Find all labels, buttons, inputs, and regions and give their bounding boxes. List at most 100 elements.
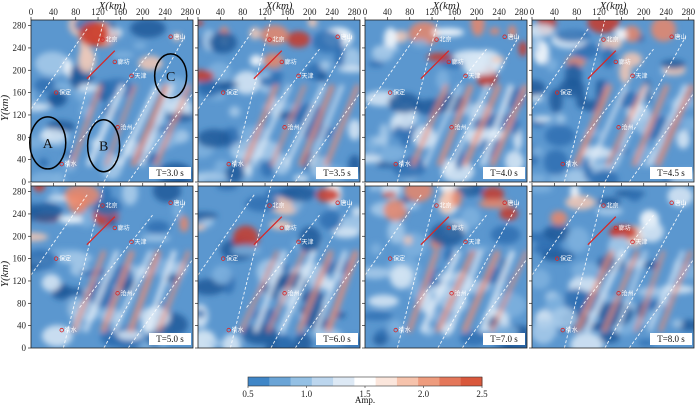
x-tick-label: 160 (114, 7, 128, 17)
city-label: 廊坊 (619, 224, 631, 232)
red-line (587, 50, 617, 80)
fault-line (365, 193, 423, 276)
panel-frame (197, 185, 361, 349)
city-marker (393, 161, 398, 167)
city-marker (59, 327, 64, 333)
city-label: 廊坊 (452, 58, 464, 66)
x-tick-label: 40 (216, 7, 226, 17)
period-label: T=3.5 s (323, 168, 351, 178)
fault-line (229, 186, 272, 348)
y-tick-label: 200 (13, 231, 27, 241)
colorbar-tick-label: 2.0 (418, 389, 430, 399)
fault-line (532, 193, 590, 276)
city-marker (279, 59, 284, 65)
city-label: 廊坊 (619, 58, 631, 66)
city-marker (616, 125, 621, 130)
axes-labels: X(km) X(km) X(km) X(km) Y(km) Y(km) (0, 0, 627, 287)
city-label: 保定 (393, 255, 405, 263)
city-label: 唐山 (675, 33, 687, 41)
x-tick-label: 120 (258, 7, 272, 17)
colorbar-segment (333, 377, 355, 386)
red-line (420, 50, 450, 80)
city-label: 北京 (273, 202, 285, 210)
colorbar-segment (354, 377, 377, 386)
panel-frame (30, 19, 194, 183)
fault-line (103, 201, 186, 348)
city-label: 唐山 (174, 33, 186, 41)
city-label: 北京 (106, 202, 118, 210)
x-tick-label: 40 (550, 7, 560, 17)
x-tick-label: 240 (659, 7, 673, 17)
city-marker (560, 161, 565, 167)
city-label: 北京 (273, 36, 285, 44)
city-marker (129, 239, 134, 245)
city-label: 衡水 (65, 326, 77, 334)
city-label: 唐山 (341, 199, 353, 207)
city-marker (616, 291, 621, 296)
colorbar-segment (375, 377, 398, 386)
colorbar-segment (311, 377, 334, 386)
colorbar-segment (290, 377, 313, 386)
x-tick-label: 200 (637, 7, 651, 17)
fault-line (229, 20, 272, 182)
city-label: 衡水 (65, 160, 77, 168)
y-tick-label: 240 (13, 209, 27, 219)
city-marker (226, 327, 231, 333)
city-label: 廊坊 (452, 224, 464, 232)
fault-line (31, 193, 89, 276)
colorbar-segment (269, 377, 292, 386)
city-label: 廊坊 (285, 224, 297, 232)
city-marker (630, 239, 635, 245)
period-label-bg (483, 167, 525, 179)
city-label: 保定 (393, 89, 405, 97)
x-tick-label: 120 (91, 7, 105, 17)
x-tick-label: 200 (136, 7, 150, 17)
city-marker (220, 90, 226, 95)
annotation-label: C (166, 70, 175, 85)
period-label: T=8.0 s (657, 334, 685, 344)
period-label: T=4.5 s (657, 168, 685, 178)
fault-line (198, 27, 256, 110)
colorbar-tick-label: 0.5 (242, 389, 254, 399)
fault-line (127, 258, 193, 348)
x-tick-label: 240 (325, 7, 339, 17)
city-marker (282, 125, 287, 130)
fault-line (628, 258, 694, 348)
city-label: 唐山 (174, 199, 186, 207)
city-marker (100, 203, 105, 208)
city-label: 廊坊 (285, 58, 297, 66)
fault-line (365, 27, 423, 110)
fault-line (270, 201, 353, 348)
city-label: 天津 (135, 73, 147, 80)
city-label: 沧州 (121, 289, 133, 297)
x-tick-label: 0 (363, 7, 368, 17)
city-marker (669, 34, 674, 39)
x-tick-label: 280 (181, 7, 195, 17)
y-tick-label: 80 (17, 132, 27, 142)
x-tick-label: 160 (615, 7, 629, 17)
y-tick-label: 160 (13, 88, 27, 98)
fault-line (461, 258, 527, 348)
city-label: 衡水 (399, 326, 411, 334)
panel-frame (531, 185, 695, 349)
city-marker (335, 200, 340, 205)
city-label: 保定 (560, 89, 572, 97)
city-label: 沧州 (288, 123, 300, 131)
city-marker (168, 200, 173, 205)
city-label: 衡水 (399, 160, 411, 168)
red-line (253, 216, 283, 246)
city-label: 衡水 (566, 326, 578, 334)
x-tick-label: 160 (281, 7, 295, 17)
fault-line (31, 27, 89, 110)
y-tick-label: 240 (13, 43, 27, 53)
x-tick-label: 80 (238, 7, 248, 17)
city-label: 衡水 (566, 160, 578, 168)
fault-line (294, 92, 360, 182)
city-marker (449, 125, 454, 130)
period-label: T=3.0 s (156, 168, 184, 178)
city-label: 唐山 (675, 199, 687, 207)
x-tick-label: 80 (405, 7, 415, 17)
